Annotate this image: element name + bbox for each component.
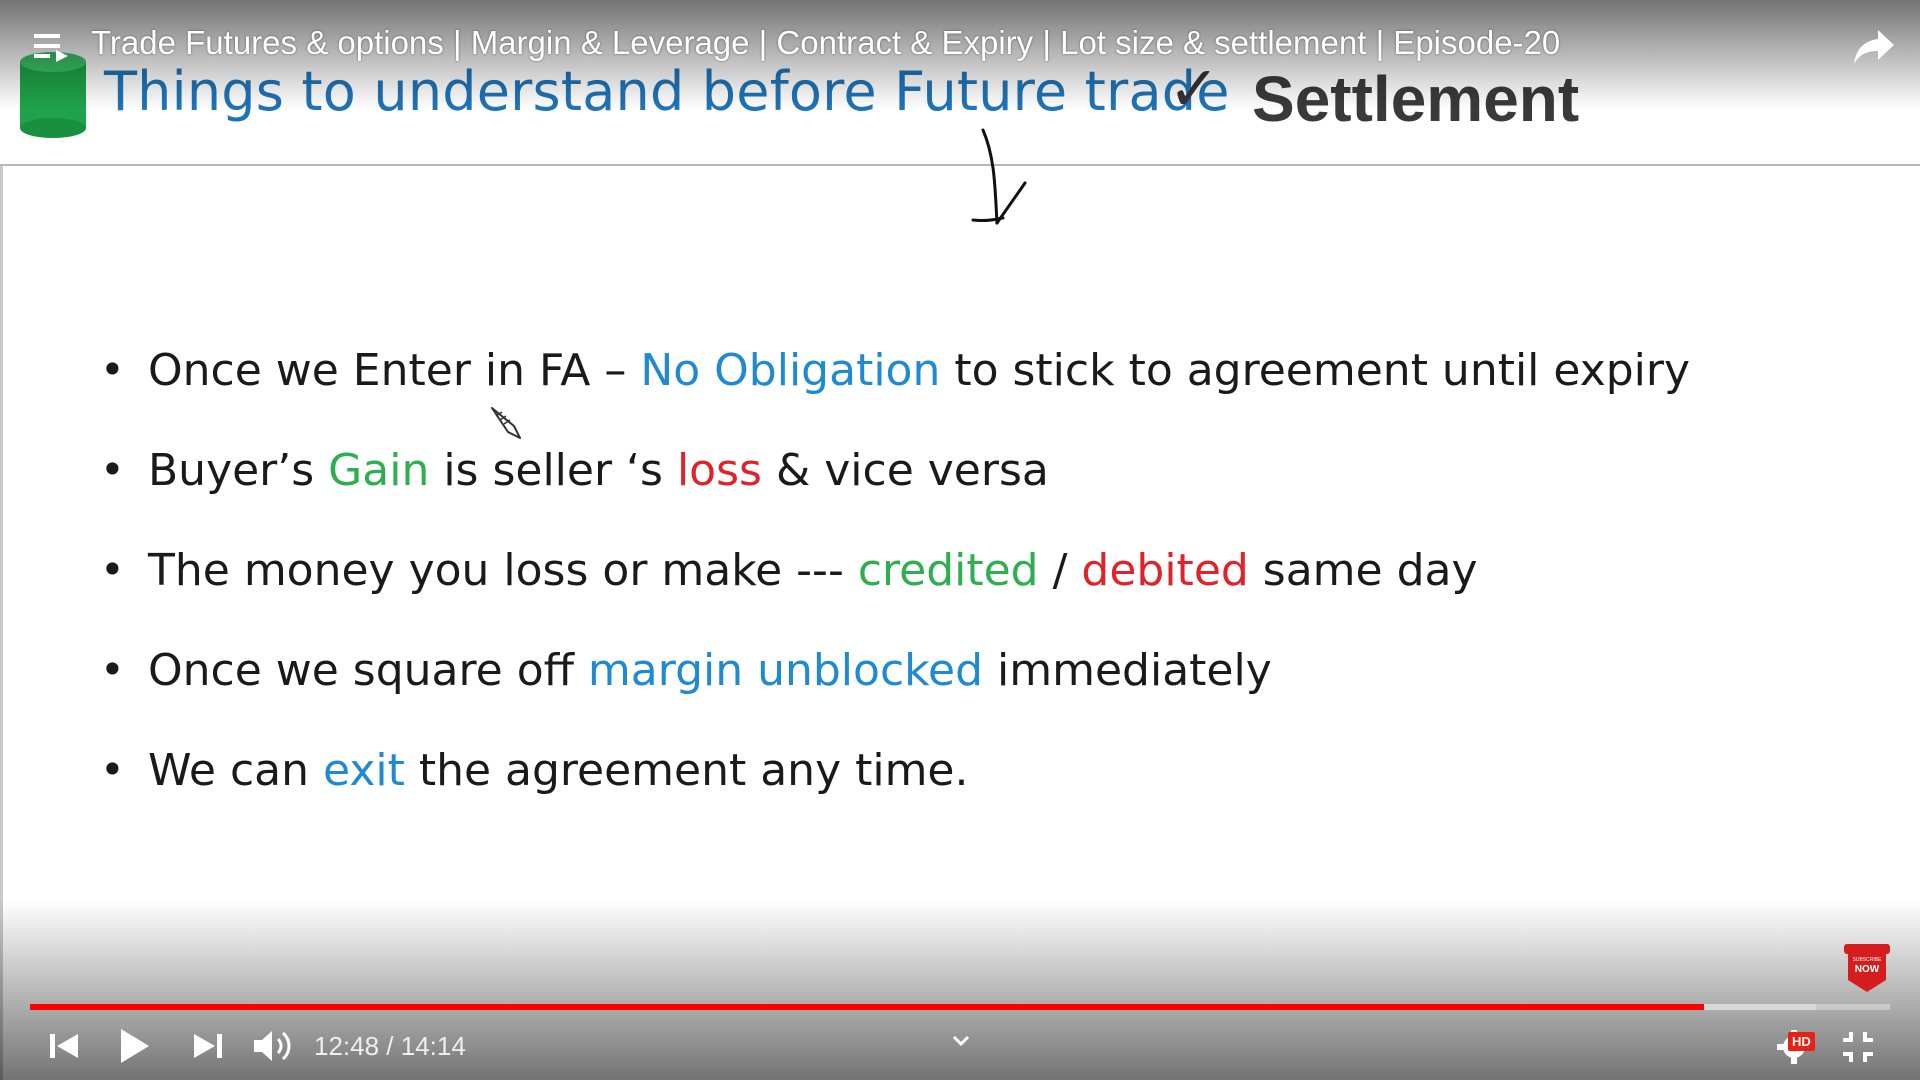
bullet-text-segment: Once we Enter in FA – (148, 345, 641, 396)
bullet-item: • Once we Enter in FA – No Obligation to … (100, 345, 1860, 445)
progress-bar[interactable] (30, 1004, 1890, 1010)
slide-border (0, 0, 3, 1080)
volume-icon (254, 1031, 291, 1061)
bullet-item: • We can exit the agreement any time. (100, 745, 1860, 845)
play-icon (121, 1029, 149, 1063)
progress-played (30, 1004, 1704, 1010)
bullet-item: • The money you loss or make --- credited… (100, 545, 1860, 645)
bullet-text-segment: The money you loss or make --- (148, 545, 858, 596)
bullet-list: • Once we Enter in FA – No Obligation to … (100, 345, 1860, 845)
bullet-text-segment: Gain (328, 445, 430, 496)
bullet-text-segment: No Obligation (640, 345, 941, 396)
video-title[interactable]: Trade Futures & options | Margin & Lever… (91, 24, 1561, 61)
chevron-down-icon (952, 1035, 970, 1047)
pen-cursor-icon (491, 407, 521, 439)
bullet-text-segment: margin unblocked (587, 645, 984, 696)
handwritten-arrow-icon (971, 128, 1027, 225)
exit-fullscreen-button[interactable] (1836, 1026, 1880, 1068)
svg-text:SUBSCRIBE: SUBSCRIBE (1853, 957, 1883, 963)
svg-text:NOW: NOW (1855, 964, 1880, 975)
bullet-dot: • (100, 345, 125, 394)
bullet-text-segment: Buyer’s (148, 445, 329, 496)
bottom-overlay (0, 900, 1920, 1080)
bullet-item: • Buyer’s Gain is seller ‘s loss & vice v… (100, 445, 1860, 545)
bullet-text-segment: loss (676, 445, 762, 496)
play-button[interactable] (112, 1024, 158, 1068)
bullet-item: • Once we square off margin unblocked imm… (100, 645, 1860, 745)
bullet-dot: • (100, 445, 125, 494)
bullet-text-segment: credited (857, 545, 1039, 596)
volume-button[interactable] (250, 1026, 298, 1066)
bullet-text-segment: debited (1081, 545, 1249, 596)
slide-title: Things to understand before Future trade (104, 60, 1230, 123)
bullet-text-segment: exit (323, 745, 405, 796)
bullet-dot: • (100, 745, 125, 794)
share-icon[interactable] (1852, 28, 1896, 66)
check-mark: ✓ (1168, 52, 1220, 125)
bullet-dot: • (100, 545, 125, 594)
bullet-text-segment: to stick to agreement until expiry (940, 345, 1691, 396)
previous-icon (50, 1034, 78, 1058)
bullet-text-segment: We can (148, 745, 324, 796)
duration: 14:14 (400, 1031, 466, 1061)
time-display: 12:48 / 14:14 (314, 1031, 466, 1062)
current-time: 12:48 (314, 1031, 380, 1061)
bullet-text-segment: is seller ‘s (429, 445, 677, 496)
playlist-icon[interactable] (32, 30, 72, 64)
next-button[interactable] (186, 1028, 228, 1064)
previous-button[interactable] (44, 1028, 86, 1064)
bullet-text-segment: immediately (983, 645, 1272, 696)
chapters-toggle[interactable] (948, 1032, 974, 1050)
exit-fullscreen-icon (1843, 1032, 1873, 1062)
hd-badge: HD (1788, 1032, 1815, 1051)
time-separator: / (379, 1031, 401, 1061)
subscribe-now-badge[interactable]: NOW SUBSCRIBE (1842, 942, 1892, 994)
bullet-text-segment: & vice versa (761, 445, 1049, 496)
bullet-text-segment: Once we square off (148, 645, 588, 696)
bullet-text-segment: / (1038, 545, 1082, 596)
bullet-text-segment: the agreement any time. (404, 745, 969, 796)
next-icon (194, 1034, 222, 1058)
bullet-dot: • (100, 645, 125, 694)
slide-subtitle: Settlement (1252, 63, 1580, 135)
bullet-text-segment: same day (1248, 545, 1478, 596)
